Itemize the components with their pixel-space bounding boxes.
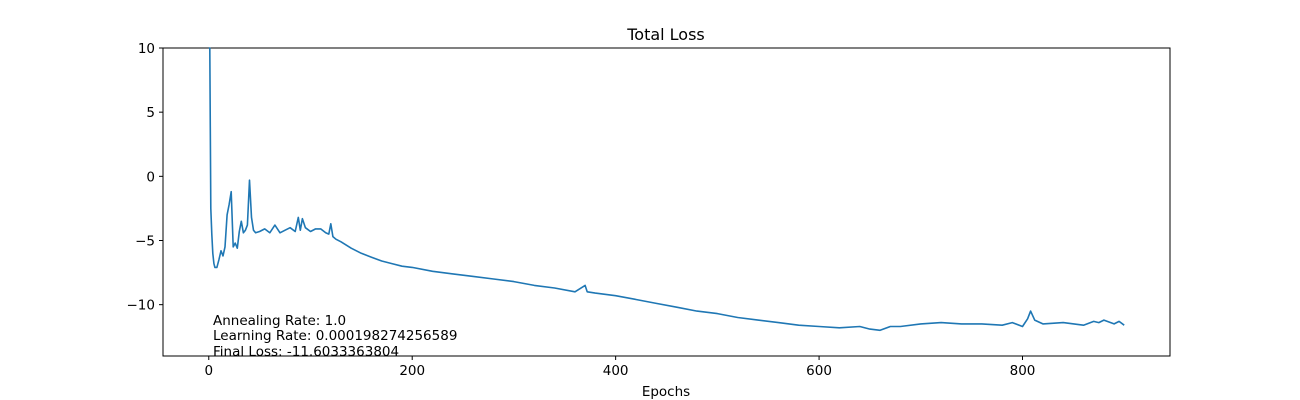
- x-axis-label: Epochs: [642, 384, 690, 400]
- annotation-block: Annealing Rate: 1.0 Learning Rate: 0.000…: [213, 313, 457, 360]
- annotation-learning-rate: Learning Rate: 0.000198274256589: [213, 328, 457, 344]
- x-tick-label: 800: [1010, 363, 1036, 379]
- annotation-annealing-rate: Annealing Rate: 1.0: [213, 313, 346, 329]
- x-tick-label: 600: [806, 363, 832, 379]
- y-tick-label: 10: [138, 41, 155, 57]
- series-line-total-loss: [208, 47, 1125, 332]
- y-tick-label: 0: [146, 169, 155, 185]
- plot-frame: [162, 47, 1171, 357]
- x-tick-label: 0: [204, 363, 213, 379]
- y-tick-label: −5: [135, 234, 155, 250]
- chart-title: Total Loss: [626, 25, 705, 44]
- x-tick-label: 200: [399, 363, 425, 379]
- y-tick-label: 5: [146, 105, 155, 121]
- x-tick-label: 400: [603, 363, 629, 379]
- y-tick-label: −10: [127, 298, 156, 314]
- axis-ticks: 0 200 400 600 800 10 5 0 −5 −10: [127, 41, 1036, 379]
- annotation-final-loss: Final Loss: -11.6033363804: [213, 344, 399, 360]
